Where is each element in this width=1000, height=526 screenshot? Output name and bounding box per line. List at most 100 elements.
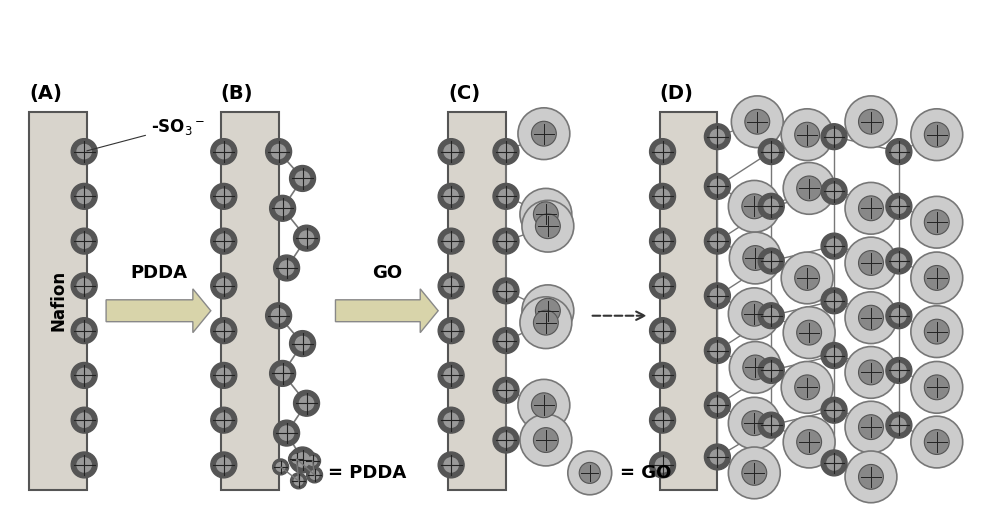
- Circle shape: [271, 309, 286, 323]
- Circle shape: [781, 252, 833, 304]
- Circle shape: [444, 234, 458, 248]
- Circle shape: [797, 176, 822, 201]
- Circle shape: [911, 252, 963, 304]
- Circle shape: [444, 279, 458, 293]
- Circle shape: [827, 239, 841, 253]
- Circle shape: [704, 124, 730, 149]
- Circle shape: [520, 297, 572, 349]
- Text: PDDA: PDDA: [130, 264, 187, 282]
- Circle shape: [764, 309, 778, 323]
- Circle shape: [295, 171, 310, 186]
- Circle shape: [845, 96, 897, 148]
- Circle shape: [650, 228, 676, 254]
- Circle shape: [795, 375, 820, 400]
- Circle shape: [728, 397, 780, 449]
- Circle shape: [535, 214, 560, 239]
- Circle shape: [305, 453, 320, 469]
- Circle shape: [764, 199, 778, 214]
- Circle shape: [444, 189, 458, 204]
- Circle shape: [859, 250, 883, 276]
- Circle shape: [266, 139, 292, 165]
- FancyBboxPatch shape: [660, 112, 717, 490]
- Circle shape: [886, 358, 912, 383]
- Circle shape: [444, 323, 458, 338]
- Circle shape: [781, 361, 833, 413]
- Circle shape: [821, 397, 847, 423]
- Circle shape: [266, 303, 292, 329]
- FancyArrow shape: [335, 289, 438, 332]
- Circle shape: [438, 452, 464, 478]
- Circle shape: [493, 427, 519, 453]
- Circle shape: [499, 433, 513, 447]
- Circle shape: [292, 454, 301, 463]
- FancyBboxPatch shape: [221, 112, 279, 490]
- Circle shape: [892, 145, 906, 159]
- Circle shape: [444, 145, 458, 159]
- Circle shape: [71, 273, 97, 299]
- Circle shape: [77, 279, 91, 293]
- Circle shape: [821, 288, 847, 313]
- FancyArrow shape: [106, 289, 211, 332]
- Circle shape: [270, 360, 296, 386]
- Circle shape: [568, 451, 612, 495]
- Circle shape: [217, 234, 231, 248]
- Text: = GO: = GO: [620, 464, 671, 482]
- Circle shape: [276, 462, 285, 471]
- Circle shape: [704, 228, 730, 254]
- Circle shape: [299, 396, 314, 410]
- Circle shape: [924, 375, 949, 400]
- Circle shape: [827, 294, 841, 308]
- Circle shape: [438, 273, 464, 299]
- Circle shape: [911, 109, 963, 160]
- Circle shape: [758, 412, 784, 438]
- Circle shape: [77, 413, 91, 427]
- Circle shape: [886, 303, 912, 329]
- Circle shape: [499, 383, 513, 398]
- Circle shape: [827, 456, 841, 470]
- Circle shape: [859, 464, 883, 489]
- Circle shape: [71, 139, 97, 165]
- Circle shape: [520, 414, 572, 466]
- Circle shape: [710, 398, 725, 412]
- Circle shape: [211, 139, 237, 165]
- Circle shape: [294, 225, 320, 251]
- Circle shape: [77, 145, 91, 159]
- Circle shape: [77, 234, 91, 248]
- Circle shape: [655, 368, 670, 382]
- Circle shape: [211, 228, 237, 254]
- Circle shape: [295, 337, 310, 351]
- Circle shape: [270, 195, 296, 221]
- Circle shape: [438, 228, 464, 254]
- Circle shape: [535, 298, 560, 323]
- Circle shape: [518, 379, 570, 431]
- Circle shape: [499, 145, 513, 159]
- Circle shape: [892, 254, 906, 268]
- Circle shape: [533, 428, 558, 452]
- Circle shape: [742, 194, 767, 219]
- Circle shape: [310, 470, 319, 479]
- Circle shape: [217, 189, 231, 204]
- Circle shape: [438, 407, 464, 433]
- Circle shape: [655, 458, 670, 472]
- Circle shape: [655, 279, 670, 293]
- Circle shape: [650, 407, 676, 433]
- Circle shape: [845, 183, 897, 234]
- Circle shape: [911, 416, 963, 468]
- Circle shape: [710, 289, 725, 303]
- Circle shape: [444, 368, 458, 382]
- Circle shape: [758, 248, 784, 274]
- Circle shape: [745, 109, 770, 134]
- Circle shape: [827, 348, 841, 362]
- Circle shape: [499, 284, 513, 298]
- Circle shape: [655, 189, 670, 204]
- Circle shape: [704, 174, 730, 199]
- Circle shape: [743, 355, 768, 380]
- Circle shape: [924, 122, 949, 147]
- Circle shape: [271, 145, 286, 159]
- Circle shape: [211, 273, 237, 299]
- Circle shape: [518, 108, 570, 159]
- Circle shape: [764, 145, 778, 159]
- Circle shape: [211, 362, 237, 388]
- Circle shape: [797, 430, 822, 454]
- Circle shape: [493, 139, 519, 165]
